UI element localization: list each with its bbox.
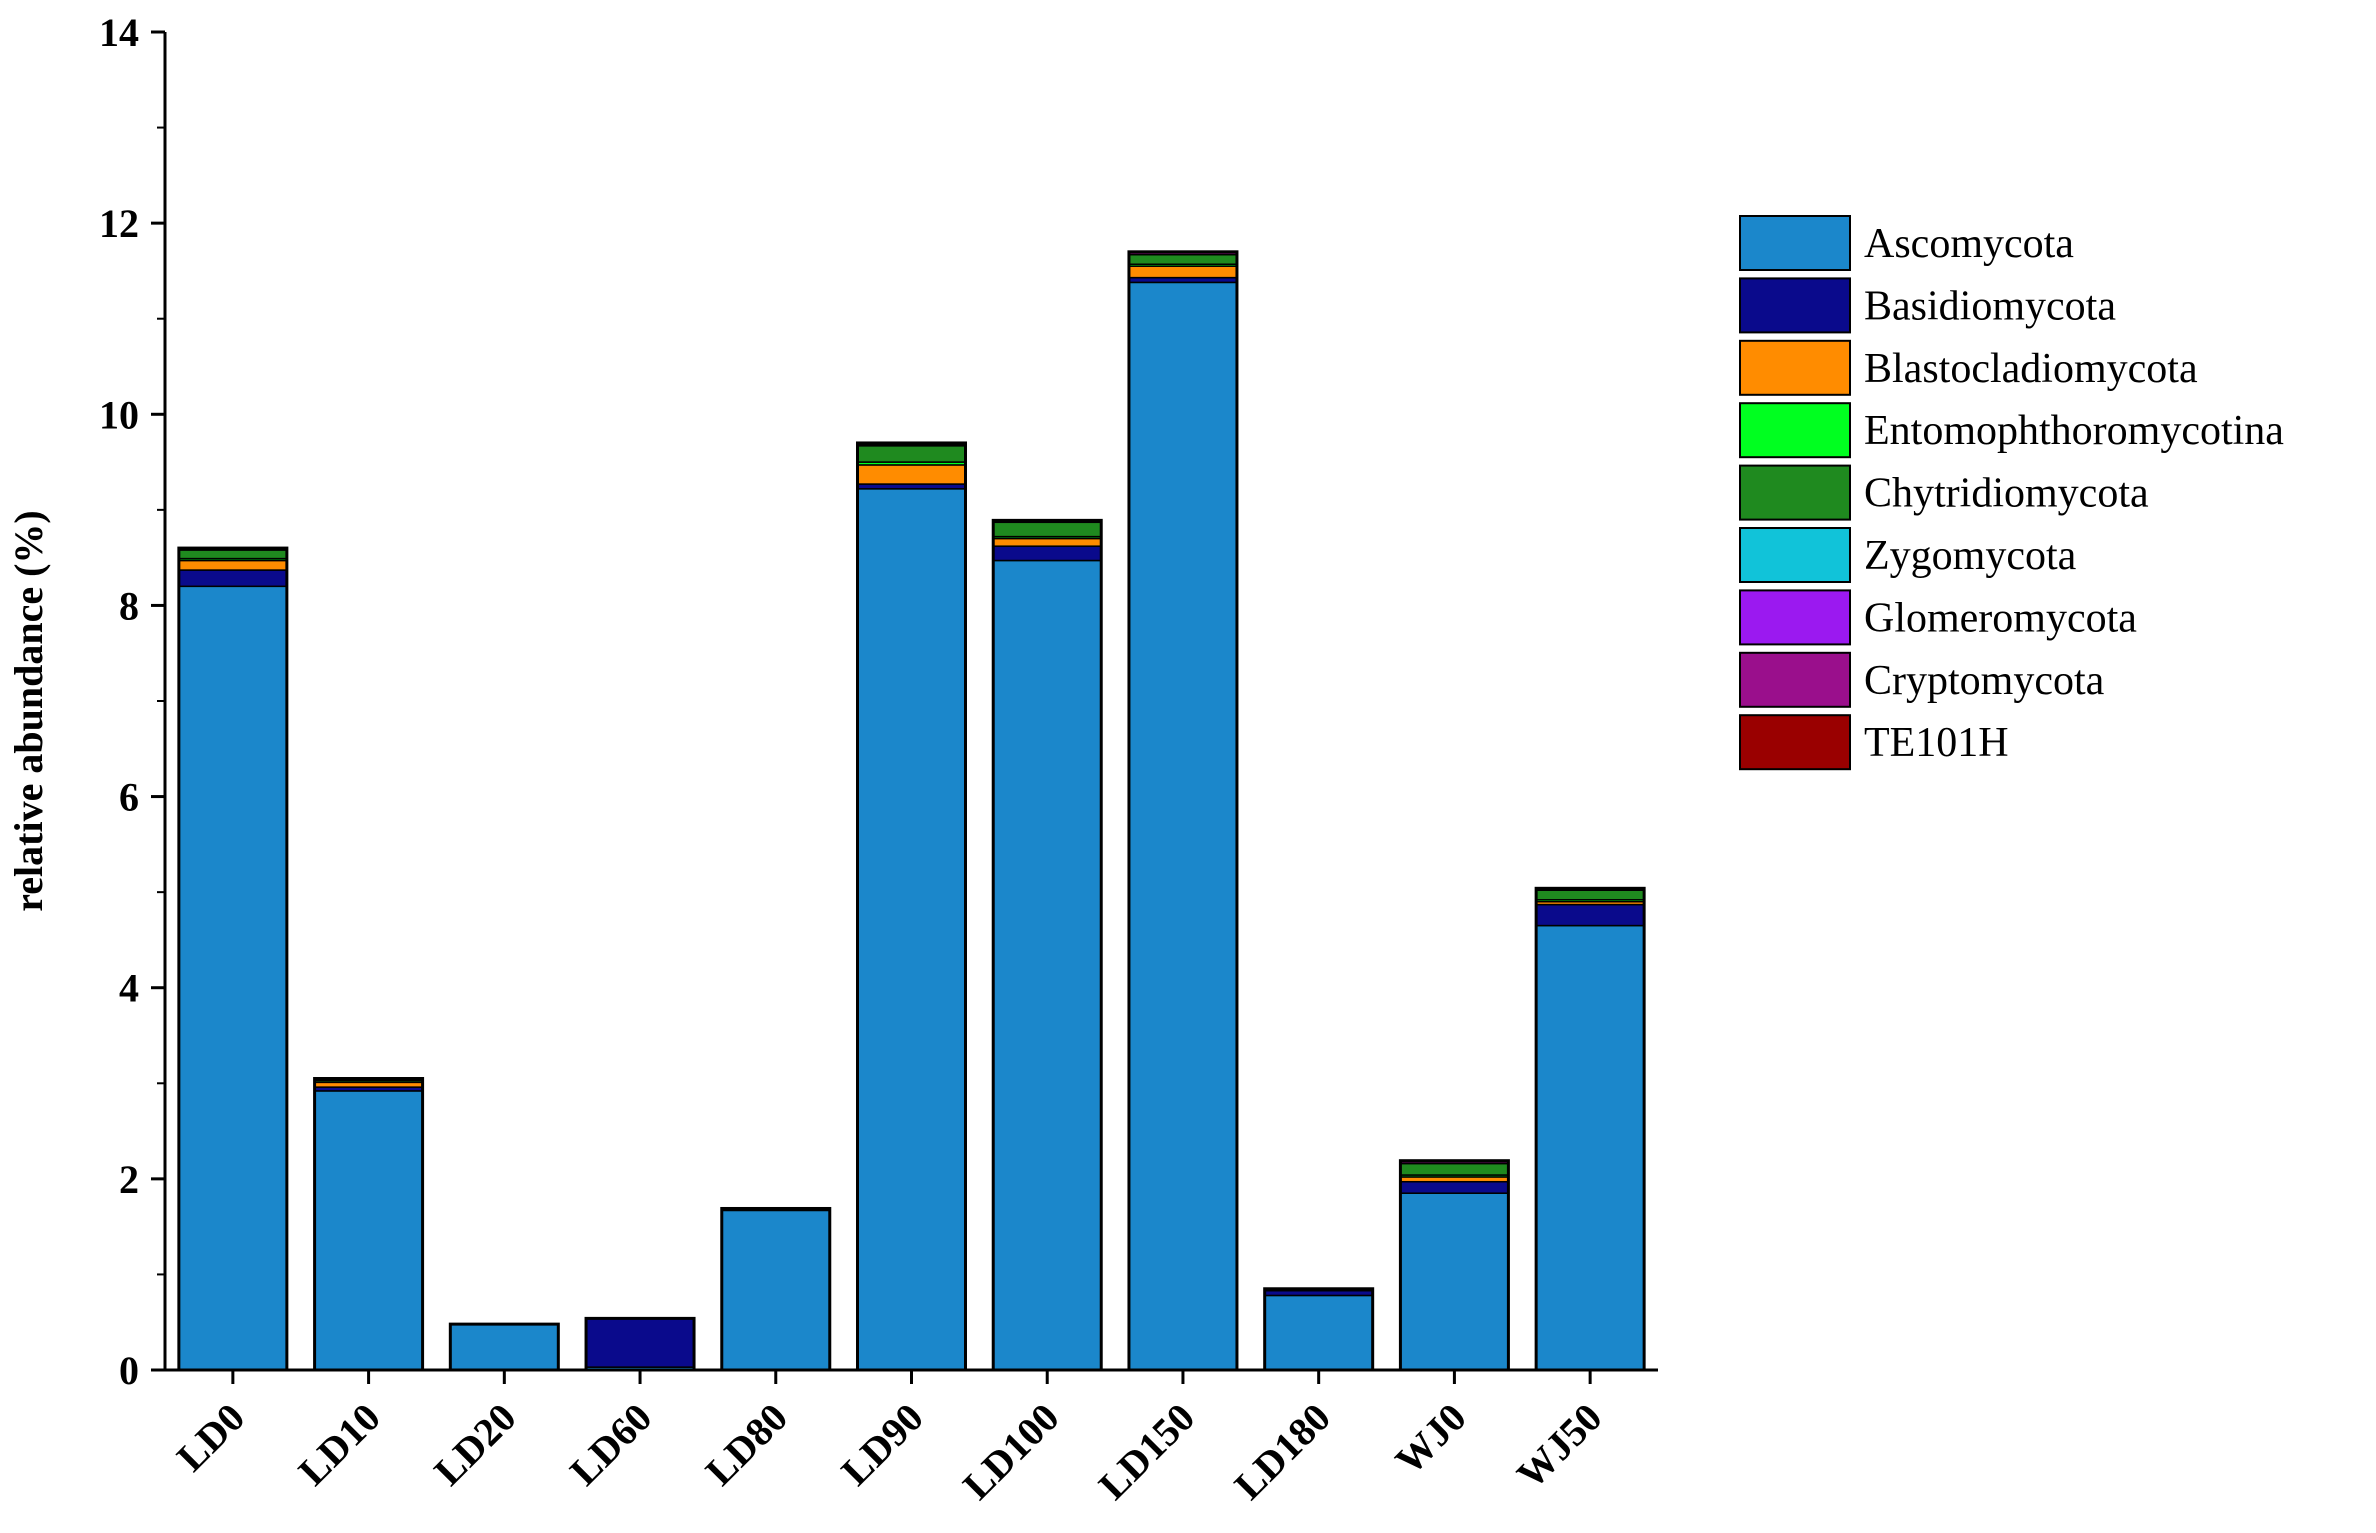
legend-swatch-ascomycota bbox=[1739, 215, 1851, 271]
y-tick-label-0: 0 bbox=[119, 1348, 139, 1393]
bar-segment-LD100-chytridiomycota bbox=[992, 521, 1102, 538]
bar-segment-LD20-ascomycota bbox=[449, 1323, 560, 1371]
legend-swatch-te101h bbox=[1739, 714, 1851, 771]
y-tick-label-6: 6 bbox=[119, 775, 139, 820]
bars-layer bbox=[177, 250, 1646, 1372]
legend-label-basidiomycota: Basidiomycota bbox=[1864, 283, 2116, 329]
y-tick-label-14: 14 bbox=[99, 10, 139, 55]
legend-label-glomeromycota: Glomeromycota bbox=[1864, 595, 2137, 641]
bar-segment-LD80-ascomycota bbox=[721, 1209, 831, 1371]
x-tick-label-LD80: LD80 bbox=[697, 1395, 796, 1494]
legend: Ascomycota Basidiomycota Blastocladiomycot… bbox=[1739, 215, 2284, 771]
y-tick-label-8: 8 bbox=[119, 583, 139, 628]
x-tick-label-LD10: LD10 bbox=[290, 1395, 389, 1494]
y-tick-label-4: 4 bbox=[119, 966, 139, 1011]
legend-label-zygomycota: Zygomycota bbox=[1864, 533, 2077, 579]
bar-segment-LD90-chytridiomycota bbox=[856, 445, 967, 463]
x-tick-label-LD180: LD180 bbox=[1225, 1395, 1339, 1509]
legend-swatch-zygomycota bbox=[1739, 527, 1851, 583]
bar-segment-LD100-ascomycota bbox=[992, 559, 1102, 1371]
y-axis-title: relative abundance (%) bbox=[6, 510, 51, 911]
legend-label-ascomycota: Ascomycota bbox=[1864, 221, 2074, 267]
bar-segment-WJ50-chytridiomycota bbox=[1535, 889, 1645, 901]
bar-segment-WJ0-ascomycota bbox=[1399, 1192, 1510, 1371]
legend-swatch-basidiomycota bbox=[1739, 277, 1851, 334]
bar-segment-LD60-basidiomycota bbox=[585, 1317, 695, 1368]
bar-segment-WJ0-chytridiomycota bbox=[1399, 1162, 1510, 1176]
x-tick-label-LD60: LD60 bbox=[561, 1395, 660, 1494]
x-tick-label-LD90: LD90 bbox=[832, 1395, 931, 1494]
bar-segment-LD90-ascomycota bbox=[856, 488, 967, 1371]
legend-swatch-blastocladiomycota bbox=[1739, 339, 1851, 396]
bar-segment-LD100-blastocladiomycota bbox=[992, 537, 1102, 547]
y-tick-label-2: 2 bbox=[119, 1157, 139, 1202]
legend-swatch-entomophthoromycotina bbox=[1739, 402, 1851, 459]
legend-label-entomophthoromycotina: Entomophthoromycotina bbox=[1864, 408, 2284, 454]
bar-segment-WJ50-basidiomycota bbox=[1535, 903, 1645, 927]
bar-segment-LD0-ascomycota bbox=[178, 585, 288, 1371]
bar-segment-LD100-basidiomycota bbox=[992, 545, 1102, 562]
x-tick-label-LD150: LD150 bbox=[1090, 1395, 1204, 1509]
bar-segment-LD0-blastocladiomycota bbox=[178, 559, 288, 571]
bar-segment-LD0-basidiomycota bbox=[178, 569, 288, 588]
legend-label-blastocladiomycota: Blastocladiomycota bbox=[1864, 346, 2198, 392]
x-tick-label-WJ0: WJ0 bbox=[1386, 1395, 1474, 1483]
legend-label-cryptomycota: Cryptomycota bbox=[1864, 658, 2105, 704]
legend-label-te101h: TE101H bbox=[1864, 720, 2009, 766]
bar-segment-LD180-ascomycota bbox=[1263, 1294, 1374, 1371]
y-tick-label-12: 12 bbox=[99, 201, 139, 246]
x-tick-label-LD100: LD100 bbox=[954, 1395, 1068, 1509]
bar-segment-LD150-blastocladiomycota bbox=[1128, 265, 1238, 279]
bar-segment-LD150-chytridiomycota bbox=[1128, 253, 1238, 265]
bar-segment-LD90-blastocladiomycota bbox=[856, 464, 967, 485]
legend-swatch-cryptomycota bbox=[1739, 651, 1851, 708]
bar-segment-WJ50-ascomycota bbox=[1535, 924, 1645, 1371]
y-tick-label-10: 10 bbox=[99, 392, 139, 437]
x-tick-label-LD20: LD20 bbox=[425, 1395, 524, 1494]
bar-segment-LD150-ascomycota bbox=[1128, 281, 1238, 1371]
legend-swatch-chytridiomycota bbox=[1739, 464, 1851, 521]
x-tick-label-WJ50: WJ50 bbox=[1508, 1395, 1611, 1498]
legend-label-chytridiomycota: Chytridiomycota bbox=[1864, 471, 2149, 517]
bar-segment-LD10-ascomycota bbox=[313, 1090, 424, 1371]
x-tick-label-LD0: LD0 bbox=[168, 1395, 253, 1480]
legend-swatch-glomeromycota bbox=[1739, 589, 1851, 646]
bar-segment-LD0-chytridiomycota bbox=[178, 549, 288, 560]
bar-segment-WJ0-basidiomycota bbox=[1399, 1180, 1510, 1194]
